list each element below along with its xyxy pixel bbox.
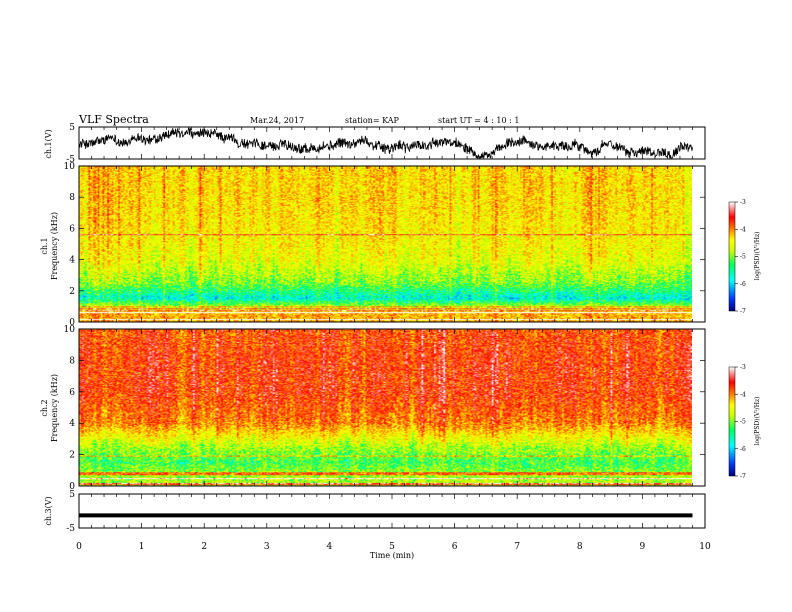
xaxis-label: Time (min): [370, 551, 414, 560]
ch2-spec-ytick-label: 0: [69, 482, 75, 492]
date-label: Mar.24, 2017: [250, 116, 304, 125]
ch1-colorbar-label: log(PSD)(V²/Hz): [754, 232, 761, 281]
ch2-spec-ytick-label: 10: [64, 325, 76, 335]
xtick-label: 0: [76, 542, 82, 552]
xtick-label: 8: [577, 542, 583, 552]
ch1-colorbar-tick-label: -3: [740, 199, 746, 206]
ch1-trace: [78, 127, 693, 160]
ch2-colorbar-tick-label: -5: [740, 419, 746, 426]
xtick-label: 5: [389, 542, 395, 552]
ch2-colorbar-label: log(PSD)(V²/Hz): [754, 397, 761, 446]
xtick-label: 6: [452, 542, 458, 552]
ch1-spec-ytick-label: 0: [69, 318, 75, 328]
xtick-label: 4: [327, 542, 333, 552]
ch1-spec-ylabel-1: ch.1: [40, 237, 49, 254]
ch2-spec-ylabel-2: Frequency (kHz): [50, 374, 59, 442]
ch2-colorbar-gradient: [728, 366, 736, 477]
ch2-colorbar: -3 -4 -5 -6 -7 log(PSD)(V²/Hz): [728, 364, 761, 480]
ch1-spectrogram-panel: 0 2 4 6 8 10: [64, 162, 706, 328]
ch1-spec-heatmap: [79, 166, 692, 322]
xtick-label: 10: [699, 542, 711, 552]
xtick-label: 3: [264, 542, 270, 552]
start-time-label: start UT = 4 : 10 : 1: [438, 116, 519, 125]
ch2-colorbar-tick-label: -7: [740, 473, 746, 480]
ch2-spec-heatmap: [79, 329, 692, 486]
ch3-waveform-panel: 5 -5: [66, 490, 706, 534]
ch3-ylabel: ch.3(V): [44, 496, 53, 525]
ch1-spec-ytick-label: 4: [69, 256, 75, 266]
ch1-spec-ytick-label: 10: [64, 162, 76, 172]
xtick-label: 9: [640, 542, 646, 552]
xtick-label: 2: [201, 542, 207, 552]
xtick-label: 7: [514, 542, 520, 552]
time-axis: 0 1 2 3 4 5 6 7 8 9 10: [76, 542, 711, 552]
ch1-ylabel: ch.1(V): [44, 129, 53, 158]
ch1-ytick-label: -5: [66, 155, 75, 165]
ch1-waveform-panel: 5 -5: [66, 123, 706, 165]
ch2-colorbar-tick-label: -3: [740, 364, 746, 371]
ch1-colorbar-tick-label: -4: [740, 226, 746, 233]
ch2-spec-ytick-label: 4: [69, 419, 75, 429]
ch3-ytick-label: -5: [66, 524, 75, 534]
ch2-spectrogram-panel: 0 2 4 6 8 10: [64, 325, 706, 492]
ch2-spec-ytick-label: 6: [69, 388, 75, 398]
ch1-colorbar-gradient: [728, 201, 736, 312]
ch1-spec-ytick-label: 8: [69, 193, 75, 203]
ch1-colorbar-tick-label: -7: [740, 308, 746, 315]
ch1-spec-ytick-label: 6: [69, 224, 75, 234]
ch1-colorbar-tick-label: -5: [740, 254, 746, 261]
ch3-frame: [78, 493, 706, 529]
figure-title: VLF Spectra: [78, 113, 149, 126]
ch1-colorbar: -3 -4 -5 -6 -7 log(PSD)(V²/Hz): [728, 199, 761, 315]
ch2-spec-ytick-label: 2: [69, 451, 75, 461]
station-label: station= KAP: [345, 116, 400, 125]
ch1-colorbar-tick-label: -6: [740, 281, 746, 288]
ch2-colorbar-tick-label: -6: [740, 446, 746, 453]
xtick-label: 1: [139, 542, 145, 552]
ch3-ytick-label: 5: [69, 490, 75, 500]
ch2-spec-ytick-label: 8: [69, 356, 75, 366]
ch2-spec-ylabel-1: ch.2: [40, 399, 49, 416]
ch1-spec-ylabel-2: Frequency (kHz): [50, 212, 59, 280]
ch1-spec-ytick-label: 2: [69, 287, 75, 297]
ch1-ytick-label: 5: [69, 123, 75, 133]
ch2-colorbar-tick-label: -4: [740, 391, 746, 398]
